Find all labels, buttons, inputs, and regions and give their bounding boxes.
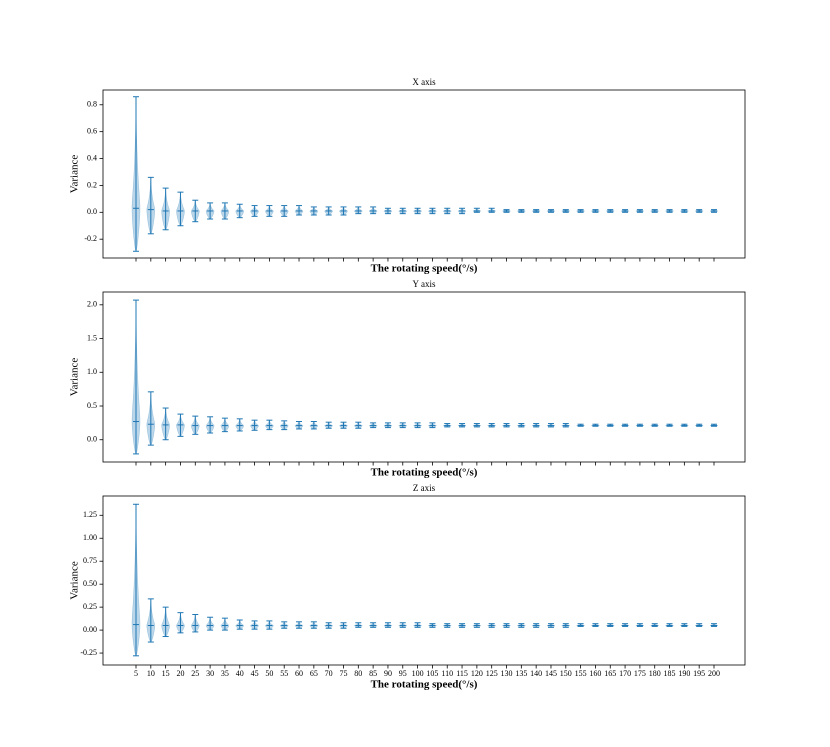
x-tick-label: 105 bbox=[426, 669, 438, 678]
x-tick-label: 125 bbox=[486, 669, 498, 678]
y-tick-label: 0.50 bbox=[83, 579, 97, 588]
y-tick-label: 0.25 bbox=[83, 602, 97, 611]
y-tick-label: 1.5 bbox=[87, 333, 97, 342]
x-tick-label: 40 bbox=[236, 669, 244, 678]
y-tick-label: 0.00 bbox=[83, 625, 97, 634]
x-axis-label: The rotating speed(°/s) bbox=[371, 679, 478, 691]
x-tick-label: 10 bbox=[147, 669, 155, 678]
chart-title: Z axis bbox=[413, 483, 436, 493]
x-tick-label: 155 bbox=[575, 669, 587, 678]
x-tick-label: 45 bbox=[251, 669, 259, 678]
axes-frame bbox=[102, 495, 746, 666]
x-tick-label: 95 bbox=[399, 669, 407, 678]
x-tick-label: 200 bbox=[708, 669, 720, 678]
x-tick-label: 165 bbox=[604, 669, 616, 678]
x-tick-label: 145 bbox=[545, 669, 557, 678]
x-tick-label: 80 bbox=[354, 669, 362, 678]
x-tick-label: 190 bbox=[678, 669, 690, 678]
y-tick-label: 0.2 bbox=[87, 180, 97, 189]
x-tick-label: 110 bbox=[441, 669, 453, 678]
x-tick-label: 180 bbox=[649, 669, 661, 678]
x-tick-label: 25 bbox=[191, 669, 199, 678]
x-tick-label: 115 bbox=[456, 669, 468, 678]
axes-frame bbox=[102, 89, 746, 259]
chart-title: Y axis bbox=[413, 279, 436, 289]
y-tick-label: 2.0 bbox=[87, 300, 97, 309]
y-tick-label: 1.25 bbox=[83, 510, 97, 519]
y-tick-label: 1.00 bbox=[83, 533, 97, 542]
y-tick-label: -0.25 bbox=[80, 648, 97, 657]
x-tick-label: 60 bbox=[295, 669, 303, 678]
x-tick-label: 90 bbox=[384, 669, 392, 678]
x-tick-label: 185 bbox=[664, 669, 676, 678]
y-tick-label: 0.6 bbox=[87, 126, 97, 135]
y-tick-label: 0.0 bbox=[87, 435, 97, 444]
y-axis-label: Variance bbox=[69, 155, 81, 194]
x-tick-label: 35 bbox=[221, 669, 229, 678]
x-tick-label: 20 bbox=[176, 669, 184, 678]
y-tick-label: 1.0 bbox=[87, 367, 97, 376]
x-tick-label: 140 bbox=[530, 669, 542, 678]
x-tick-label: 100 bbox=[412, 669, 424, 678]
x-tick-label: 175 bbox=[634, 669, 646, 678]
y-tick-label: 0.8 bbox=[87, 100, 97, 109]
x-tick-label: 15 bbox=[162, 669, 170, 678]
x-tick-label: 195 bbox=[693, 669, 705, 678]
y-axis-label: Variance bbox=[69, 561, 81, 600]
x-tick-label: 50 bbox=[265, 669, 273, 678]
chart-title: X axis bbox=[412, 77, 436, 87]
y-tick-label: -0.2 bbox=[84, 234, 97, 243]
x-tick-label: 120 bbox=[471, 669, 483, 678]
y-tick-label: 0.0 bbox=[87, 207, 97, 216]
x-tick-label: 70 bbox=[325, 669, 333, 678]
x-tick-label: 75 bbox=[339, 669, 347, 678]
x-tick-label: 55 bbox=[280, 669, 288, 678]
x-tick-label: 65 bbox=[310, 669, 318, 678]
axes-frame bbox=[102, 291, 746, 463]
x-axis-label: The rotating speed(°/s) bbox=[371, 467, 478, 479]
x-tick-label: 170 bbox=[619, 669, 631, 678]
y-tick-label: 0.5 bbox=[87, 401, 97, 410]
x-tick-label: 5 bbox=[134, 669, 138, 678]
x-tick-label: 30 bbox=[206, 669, 214, 678]
x-tick-label: 130 bbox=[501, 669, 513, 678]
y-tick-label: 0.4 bbox=[87, 153, 97, 162]
x-axis-label: The rotating speed(°/s) bbox=[371, 263, 478, 275]
y-tick-label: 0.75 bbox=[83, 556, 97, 565]
x-tick-label: 135 bbox=[515, 669, 527, 678]
x-tick-label: 85 bbox=[369, 669, 377, 678]
x-tick-label: 150 bbox=[560, 669, 572, 678]
y-axis-label: Variance bbox=[69, 358, 81, 397]
x-tick-label: 160 bbox=[589, 669, 601, 678]
